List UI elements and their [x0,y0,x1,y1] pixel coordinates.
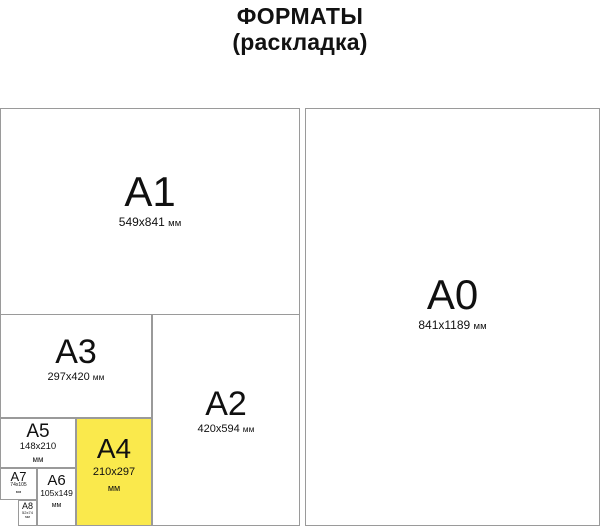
format-block-a8[interactable]: A8 52x74 мм [18,500,37,526]
format-a0-labels: A0 841x1189 мм [306,274,599,333]
format-a0-name: A0 [426,271,479,318]
format-a4-unit: мм [107,483,121,494]
format-a5-dimensions: 148x210 [19,441,57,452]
format-a1-unit: мм [168,218,182,229]
format-a3-dimensions-value: 297x420 [47,371,90,383]
format-a5-name: A5 [26,421,50,442]
format-a7-unit: мм [15,488,22,494]
format-a3-labels: A3 297x420 мм [1,335,151,383]
format-a4-labels: A4 210x297 мм [77,433,151,494]
format-a7-name: A7 [10,469,27,484]
format-a0-dimensions: 841x1189 мм [306,318,599,333]
format-a8-unit: мм [25,515,30,520]
format-a7-labels: A7 74x105 мм [1,470,36,494]
format-a5-labels: A5 148x210 мм [1,422,75,465]
format-a1-name: A1 [124,168,176,215]
format-a2-name: A2 [205,385,247,423]
format-a2-dimensions: 420x594 мм [153,423,299,435]
format-block-a3[interactable]: A3 297x420 мм [0,314,152,418]
format-a5-unit: мм [32,454,44,464]
page-title: ФОРМАТЫ [236,3,364,29]
format-block-a2[interactable]: A2 420x594 мм [152,314,300,526]
format-block-a0[interactable]: A0 841x1189 мм [305,108,600,526]
format-a2-dimensions-value: 420x594 [197,423,240,435]
format-a1-labels: A1 549x841 мм [1,171,299,230]
format-block-a1[interactable]: A1 549x841 мм [0,108,300,315]
format-a6-dimensions: 105x149 [40,488,73,498]
page-subtitle: (раскладка) [232,28,368,55]
format-a1-dimensions-value: 549x841 [118,215,165,229]
format-a2-unit: мм [242,424,255,434]
format-a3-name: A3 [55,333,97,371]
format-a1-dimensions: 549x841 мм [1,215,299,230]
format-a8-name: A8 [21,501,33,511]
format-a0-dimensions-value: 841x1189 [418,318,471,332]
format-a6-labels: A6 105x149 мм [38,473,75,509]
format-a4-name: A4 [96,433,132,464]
format-block-a6[interactable]: A6 105x149 мм [37,468,76,526]
format-a8-labels: A8 52x74 мм [19,502,36,520]
format-a3-unit: мм [92,372,105,382]
format-a2-labels: A2 420x594 мм [153,387,299,435]
format-a6-name: A6 [47,472,66,489]
format-a3-dimensions: 297x420 мм [1,371,151,383]
format-a8-dimensions: 52x74 [22,510,33,515]
format-a7-dimensions: 74x105 [10,482,27,488]
format-a0-unit: мм [473,321,487,332]
format-block-a7[interactable]: A7 74x105 мм [0,468,37,500]
format-block-a5[interactable]: A5 148x210 мм [0,418,76,468]
format-a4-dimensions: 210x297 [92,466,136,478]
format-block-a4[interactable]: A4 210x297 мм [76,418,152,526]
format-a6-unit: мм [51,501,62,509]
diagram-title-block: ФОРМАТЫ (раскладка) [0,0,600,100]
